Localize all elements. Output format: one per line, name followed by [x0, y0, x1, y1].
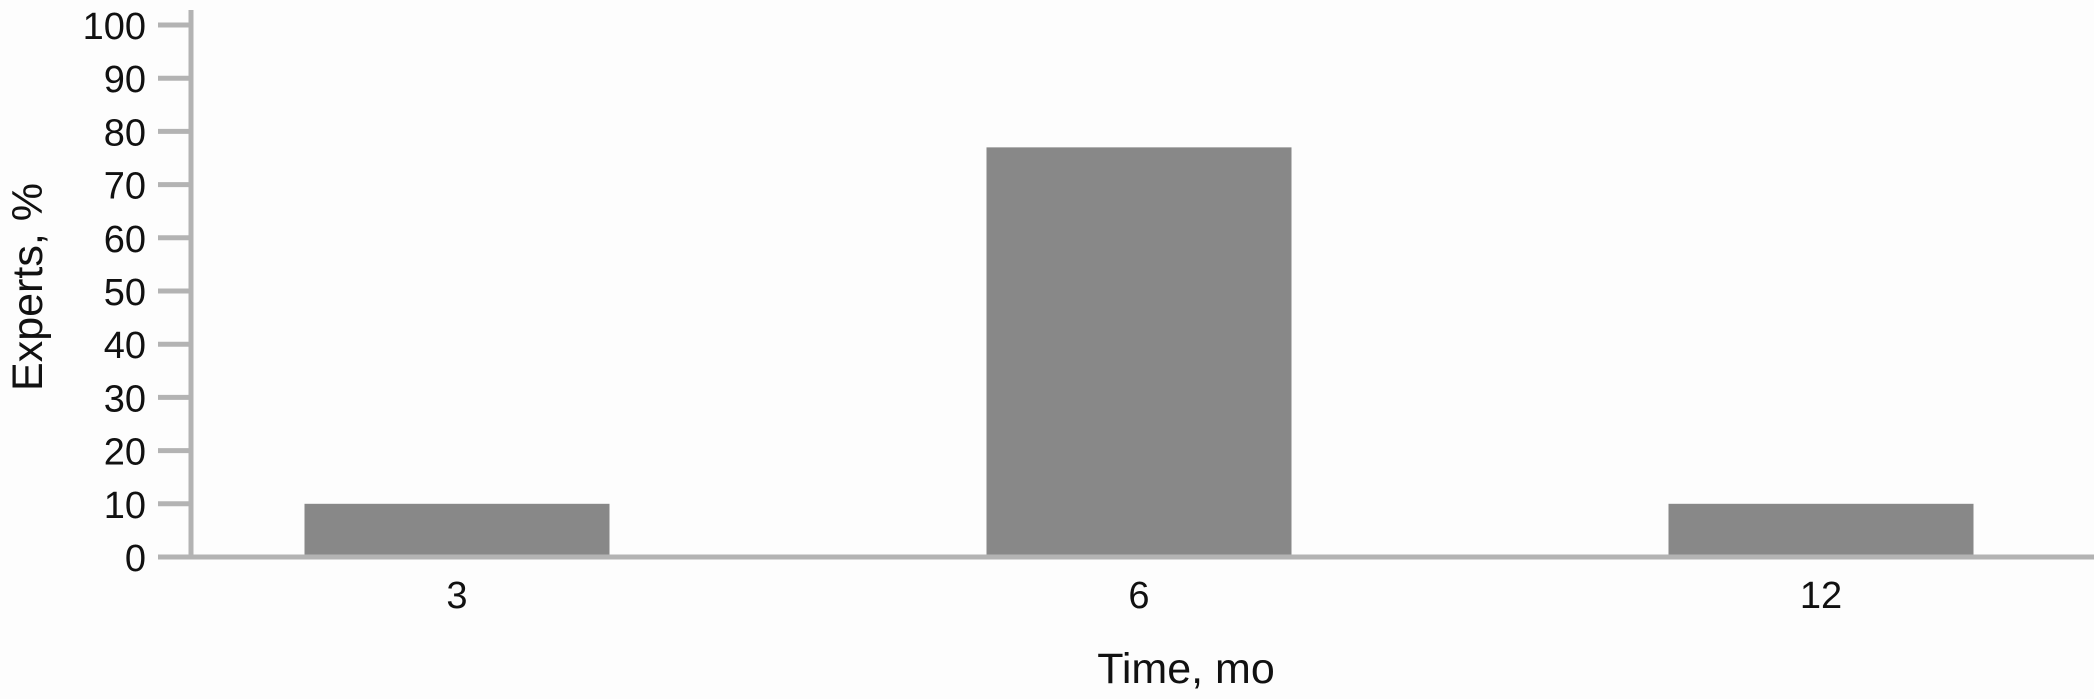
bar-3: [304, 503, 610, 557]
y-tick-label: 0: [125, 538, 146, 580]
y-tick-label: 10: [104, 485, 146, 527]
y-tick-label: 20: [104, 432, 146, 474]
bar-12: [1668, 503, 1974, 557]
bar-6: [986, 147, 1292, 558]
y-tick-label: 70: [104, 166, 146, 208]
x-axis-title: Time, mo: [1097, 645, 1275, 693]
y-tick-label: 80: [104, 112, 146, 154]
x-tick-label: 12: [1800, 575, 1842, 617]
x-tick-label: 3: [446, 575, 467, 617]
y-tick-label: 100: [83, 6, 146, 48]
y-tick-label: 40: [104, 325, 146, 367]
y-tick-label: 30: [104, 378, 146, 420]
y-tick-label: 50: [104, 272, 146, 314]
y-tick-label: 60: [104, 219, 146, 261]
y-tick-label: 90: [104, 59, 146, 101]
x-tick-label: 6: [1128, 575, 1149, 617]
y-axis-title: Experts, %: [4, 183, 52, 391]
